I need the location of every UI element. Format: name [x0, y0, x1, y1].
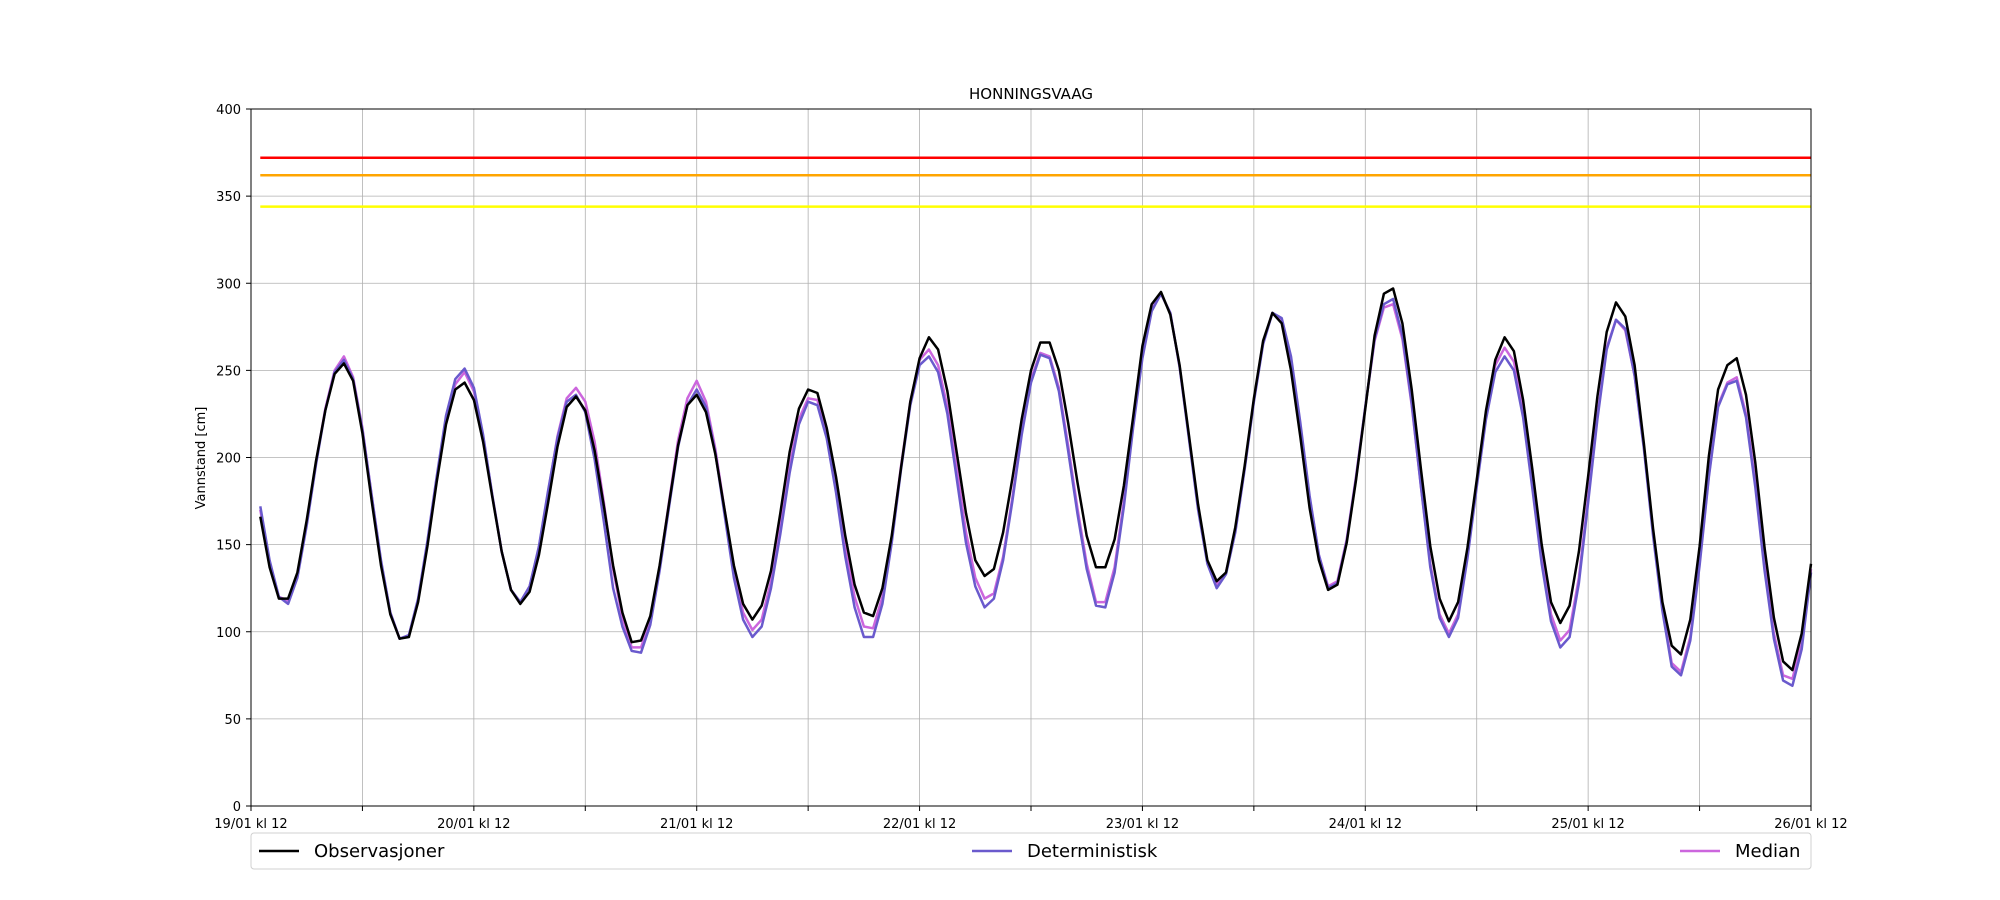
x-tick-label: 25/01 kl 12 — [1551, 817, 1624, 832]
y-tick-label: 0 — [233, 800, 241, 815]
x-tick-label: 24/01 kl 12 — [1329, 817, 1402, 832]
series-lines — [259, 287, 1813, 688]
y-tick-label: 150 — [216, 539, 241, 554]
chart-title: HONNINGSVAAG — [969, 85, 1093, 103]
legend-items: Observasjoner Deterministisk Median — [259, 841, 1800, 862]
y-tick-label: 50 — [224, 713, 241, 728]
y-tick-label: 400 — [216, 103, 241, 118]
series-line-observasjoner — [259, 287, 1813, 672]
legend-label-observasjoner: Observasjoner — [314, 841, 445, 862]
x-tick-label: 19/01 kl 12 — [214, 817, 287, 832]
legend-label-deterministisk: Deterministisk — [1027, 841, 1158, 862]
x-tick-label: 21/01 kl 12 — [660, 817, 733, 832]
y-tick-label: 100 — [216, 626, 241, 641]
y-tick-label: 250 — [216, 364, 241, 379]
x-tick-label: 20/01 kl 12 — [437, 817, 510, 832]
axis-ticks: 0 50 100 150 200 250 300 350 400 19/01 kl 12 20/01… — [214, 103, 1847, 832]
x-tick-label: 23/01 kl 12 — [1106, 817, 1179, 832]
threshold-lines — [260, 156, 1811, 208]
legend: Observasjoner Deterministisk Median — [250, 832, 1812, 870]
y-tick-label: 350 — [216, 190, 241, 205]
y-axis-label: Vannstand [cm] — [194, 407, 209, 510]
x-tick-label: 26/01 kl 12 — [1774, 817, 1847, 832]
y-tick-label: 200 — [216, 452, 241, 467]
x-tick-label: 22/01 kl 12 — [883, 817, 956, 832]
y-tick-label: 300 — [216, 277, 241, 292]
legend-label-median: Median — [1735, 841, 1800, 862]
legend-box — [250, 832, 1812, 870]
